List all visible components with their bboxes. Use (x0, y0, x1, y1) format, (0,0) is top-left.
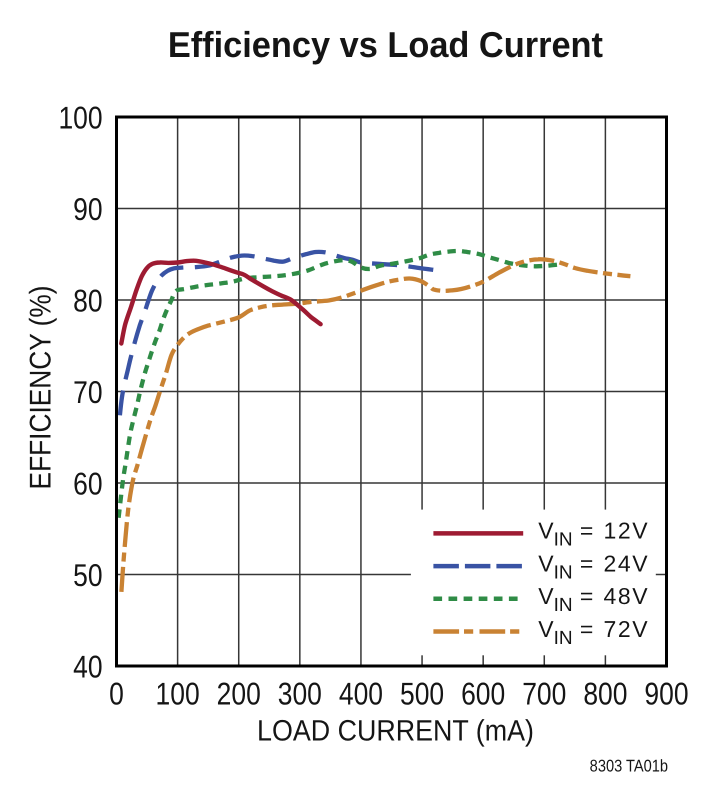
svg-text:0: 0 (109, 676, 124, 712)
svg-text:40: 40 (73, 649, 102, 685)
svg-text:EFFICIENCY (%): EFFICIENCY (%) (25, 286, 58, 490)
svg-text:500: 500 (400, 676, 444, 712)
svg-text:400: 400 (339, 676, 383, 712)
svg-text:600: 600 (461, 676, 505, 712)
svg-text:Efficiency vs Load Current: Efficiency vs Load Current (168, 24, 603, 65)
svg-text:90: 90 (73, 191, 102, 227)
svg-text:300: 300 (278, 676, 322, 712)
svg-text:900: 900 (644, 676, 688, 712)
svg-text:100: 100 (156, 676, 200, 712)
svg-text:8303 TA01b: 8303 TA01b (590, 756, 668, 775)
svg-text:80: 80 (73, 283, 102, 319)
svg-text:700: 700 (522, 676, 566, 712)
svg-text:70: 70 (73, 374, 102, 410)
svg-text:50: 50 (73, 557, 102, 593)
svg-text:800: 800 (583, 676, 627, 712)
svg-text:200: 200 (217, 676, 261, 712)
svg-text:60: 60 (73, 466, 102, 502)
svg-text:100: 100 (58, 100, 102, 136)
svg-text:LOAD CURRENT (mA): LOAD CURRENT (mA) (257, 714, 534, 747)
